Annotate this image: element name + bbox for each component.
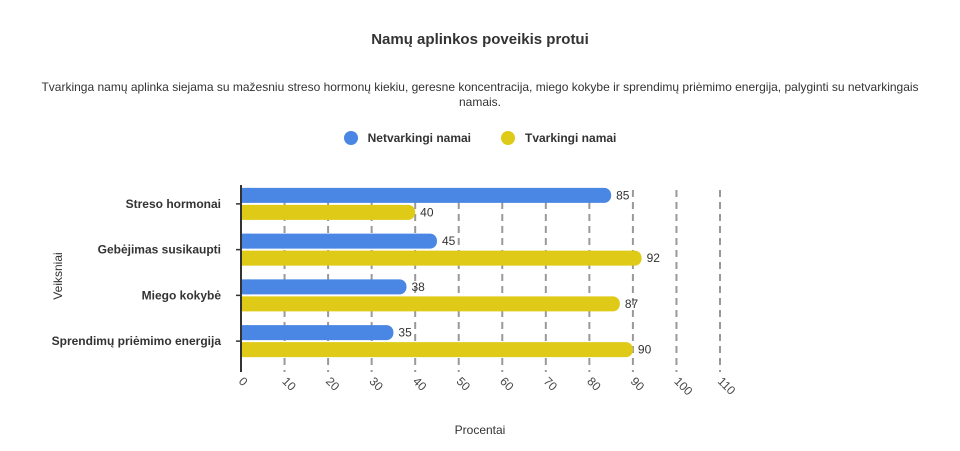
legend-label: Netvarkingi namai [367, 131, 471, 145]
x-tick-label: 70 [541, 374, 561, 394]
bar [241, 342, 633, 358]
legend-dot-icon [501, 131, 515, 145]
bar [241, 279, 407, 295]
legend-dot-icon [343, 131, 358, 145]
x-tick-label: 20 [323, 374, 343, 394]
data-label: 87 [625, 297, 639, 311]
y-tick-label: Gebėjimas susikaupti [98, 243, 221, 257]
data-label: 40 [420, 205, 434, 219]
legend-item-netvarkingi[interactable]: Netvarkingi namai [343, 131, 471, 145]
bar-base [241, 279, 249, 295]
data-label: 38 [411, 280, 425, 294]
data-label: 92 [647, 251, 661, 265]
legend: Netvarkingi namai Tvarkingi namai [0, 131, 960, 145]
bar-base [241, 187, 249, 203]
bar-base [241, 325, 249, 341]
legend-label: Tvarkingi namai [525, 131, 617, 145]
data-label: 35 [398, 326, 412, 340]
bar-base [241, 296, 249, 312]
legend-item-tvarkingi[interactable]: Tvarkingi namai [501, 131, 616, 145]
bar-base [241, 204, 249, 220]
x-tick-label: 110 [715, 374, 739, 398]
bar [241, 187, 612, 203]
x-tick-label: 50 [454, 374, 474, 394]
bar [241, 233, 437, 249]
x-tick-label: 100 [671, 374, 695, 398]
bar-base [241, 233, 249, 249]
y-tick-label: Streso hormonai [126, 197, 221, 211]
data-label: 85 [616, 188, 630, 202]
data-label: 45 [442, 234, 456, 248]
bar [241, 204, 416, 220]
chart-subtitle: Tvarkinga namų aplinka siejama su mažesn… [41, 80, 919, 109]
y-axis-title: Veiksniai [51, 252, 65, 299]
x-tick-label: 30 [367, 374, 387, 394]
x-axis-title: Procentai [455, 423, 506, 437]
x-tick-label: 10 [279, 374, 299, 394]
bar [241, 325, 394, 341]
x-tick-label: 40 [410, 374, 430, 394]
bar-base [241, 250, 249, 266]
y-tick-label: Sprendimų priėmimo energija [52, 334, 222, 348]
x-tick-label: 90 [628, 374, 648, 394]
bar [241, 296, 620, 312]
chart-title: Namų aplinkos poveikis protui [371, 31, 589, 48]
data-label: 90 [638, 343, 652, 357]
x-tick-label: 0 [236, 374, 251, 389]
bar [241, 250, 642, 266]
bar-base [241, 342, 249, 358]
x-tick-label: 60 [497, 374, 517, 394]
y-tick-label: Miego kokybė [142, 288, 222, 302]
x-tick-label: 80 [584, 374, 604, 394]
